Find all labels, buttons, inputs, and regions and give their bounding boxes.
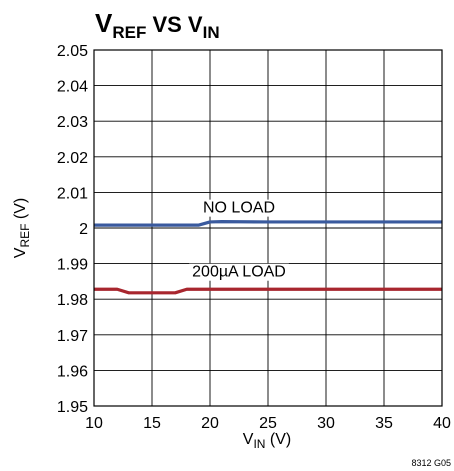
annotation-layer: NO LOAD 200µA LOAD [189, 199, 289, 281]
y-tick-label: 1.95 [57, 399, 88, 416]
plot-frame [93, 49, 443, 407]
y-tick-label: 2.02 [57, 150, 88, 167]
y-tick-label: 1.99 [57, 257, 88, 274]
ylabel-main: V [12, 247, 29, 258]
annotation-background [199, 199, 279, 217]
series-layer [94, 219, 442, 295]
xlabel-sub: IN [253, 437, 265, 451]
y-tick-labels: 1.95 1.96 1.97 1.98 1.99 2 2.01 2.02 2.03 2.04 2.0… [57, 43, 88, 416]
x-tick-label: 20 [201, 415, 219, 432]
series-line-1 [94, 287, 442, 295]
y-tick-label: 1.96 [57, 363, 88, 380]
ylabel-suffix: (V) [12, 198, 29, 224]
annotation-background [189, 263, 289, 281]
y-tick-label: 2.03 [57, 114, 88, 131]
y-tick-label: 2.04 [57, 79, 88, 96]
y-axis-label: VREF (V) [12, 198, 32, 258]
y-tick-label: 1.97 [57, 328, 88, 345]
title-sub2: IN [203, 23, 220, 42]
figure-note: 8312 G05 [411, 458, 451, 468]
grid [94, 50, 442, 406]
xlabel-main: V [243, 431, 254, 448]
title-sub1: REF [112, 23, 146, 42]
y-tick-label: 1.98 [57, 292, 88, 309]
series-annotation-0: NO LOAD [203, 200, 275, 217]
xlabel-suffix: (V) [265, 431, 291, 448]
x-tick-label: 10 [85, 415, 103, 432]
title-mid: VS V [146, 12, 203, 37]
y-tick-label: 2 [79, 221, 88, 238]
y-tick-label: 2.01 [57, 185, 88, 202]
series-line-0 [94, 219, 442, 227]
y-tick-label: 2.05 [57, 43, 88, 60]
x-tick-label: 30 [317, 415, 335, 432]
title-main: V [95, 8, 113, 38]
series-annotation-1: 200µA LOAD [192, 264, 286, 281]
x-tick-label: 40 [433, 415, 451, 432]
x-axis-label: VIN (V) [243, 431, 291, 451]
x-tick-label: 25 [259, 415, 277, 432]
ylabel-sub: REF [18, 224, 32, 248]
x-tick-label: 15 [143, 415, 161, 432]
chart-title: VREF VS VIN [95, 8, 220, 42]
x-tick-labels: 10 15 20 25 30 35 40 [85, 415, 451, 432]
x-tick-label: 35 [375, 415, 393, 432]
